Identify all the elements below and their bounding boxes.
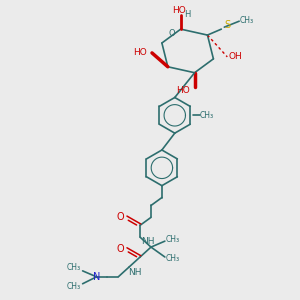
Text: CH₃: CH₃ bbox=[67, 263, 81, 272]
Text: NH: NH bbox=[141, 237, 155, 246]
Text: NH: NH bbox=[128, 268, 142, 278]
Text: HO: HO bbox=[133, 48, 147, 57]
Text: HO: HO bbox=[176, 86, 190, 95]
Text: HO: HO bbox=[172, 6, 186, 15]
Text: N: N bbox=[93, 272, 100, 282]
Text: O: O bbox=[116, 212, 124, 222]
Text: CH₃: CH₃ bbox=[166, 235, 180, 244]
Text: O: O bbox=[169, 28, 175, 38]
Text: CH₃: CH₃ bbox=[166, 254, 180, 263]
Text: S: S bbox=[224, 20, 230, 30]
Text: OH: OH bbox=[228, 52, 242, 62]
Text: CH₃: CH₃ bbox=[67, 282, 81, 291]
Text: CH₃: CH₃ bbox=[240, 16, 254, 25]
Text: H: H bbox=[184, 10, 191, 19]
Text: O: O bbox=[116, 244, 124, 254]
Text: CH₃: CH₃ bbox=[200, 111, 214, 120]
